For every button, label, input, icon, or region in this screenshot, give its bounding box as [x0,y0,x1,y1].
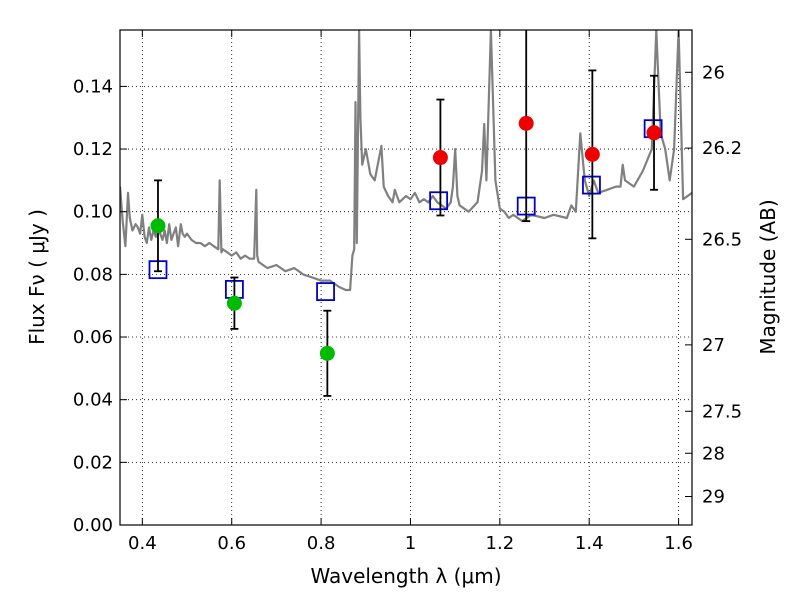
y-tick-label: 0.08 [73,264,113,285]
right-tick-labels: 26 26.2 26.5 27 27.5 28 29 [702,62,742,507]
y-tick-label: 0.14 [73,76,113,97]
observed-points-layer [150,115,662,361]
x-tick-label: 0.8 [307,533,336,554]
right-tick-label: 29 [702,486,725,507]
y-tick-labels: 0.00 0.02 0.04 0.06 0.08 0.10 0.12 0.14 [73,76,113,536]
right-tick-label: 28 [702,443,725,464]
y-tick-label: 0.04 [73,390,113,411]
right-axis-label: Magnitude (AB) [756,199,780,354]
x-tick-label: 0.6 [217,533,246,554]
y-axis-label: Flux Fν ( μJy ) [25,209,49,345]
grid [120,30,692,526]
x-tick-labels: 0.4 0.6 0.8 1 1.2 1.4 1.6 [128,533,693,554]
axis-ticks [120,30,692,526]
y-tick-label: 0.12 [73,139,113,160]
x-tick-label: 1.4 [575,533,604,554]
observed-point-green [319,345,335,361]
spectrum-layer [120,30,692,292]
model-photometry-marker [429,191,449,211]
errorbar-layer [153,30,659,397]
right-tick-label: 26.5 [702,229,742,250]
observed-point-green [226,295,242,311]
model-photometry-layer [148,119,663,301]
y-tick-label: 0.02 [73,452,113,473]
x-axis-label: Wavelength λ (μm) [310,564,501,588]
right-tick-label: 27.5 [702,401,742,422]
x-tick-label: 1.6 [664,533,693,554]
plot-frame [119,29,693,526]
observed-point-green [150,218,166,234]
y-tick-label: 0.10 [73,202,113,223]
right-tick-label: 26.2 [702,138,742,159]
observed-point-red [432,150,448,166]
observed-point-red [584,146,600,162]
x-tick-label: 1.2 [486,533,515,554]
observed-point-red [646,125,662,141]
right-tick-label: 27 [702,335,725,356]
x-tick-label: 0.4 [128,533,157,554]
y-tick-label: 0.06 [73,327,113,348]
x-tick-label: 1 [405,533,416,554]
model-photometry-marker [316,282,335,301]
observed-point-red [518,115,534,131]
y-tick-label: 0.00 [73,515,113,536]
model-spectrum-line [120,30,692,292]
right-tick-label: 26 [702,62,725,83]
